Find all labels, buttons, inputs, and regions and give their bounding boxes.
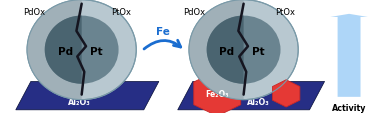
Text: Pd: Pd bbox=[219, 46, 234, 56]
Polygon shape bbox=[273, 80, 300, 107]
Text: Pt: Pt bbox=[253, 46, 265, 56]
Polygon shape bbox=[27, 1, 82, 100]
Text: Al₂O₃: Al₂O₃ bbox=[247, 97, 270, 106]
Ellipse shape bbox=[189, 1, 298, 100]
Text: PtOx: PtOx bbox=[275, 8, 295, 16]
Ellipse shape bbox=[27, 1, 136, 100]
Ellipse shape bbox=[45, 16, 119, 84]
Text: Pt: Pt bbox=[90, 46, 103, 56]
Text: PdOx: PdOx bbox=[184, 8, 206, 16]
Polygon shape bbox=[189, 1, 243, 100]
Polygon shape bbox=[194, 71, 241, 114]
Text: Activity: Activity bbox=[332, 103, 366, 112]
Text: Fe: Fe bbox=[156, 27, 170, 37]
Text: Pd: Pd bbox=[58, 46, 73, 56]
Polygon shape bbox=[45, 16, 82, 84]
Polygon shape bbox=[207, 16, 243, 84]
Text: PtOx: PtOx bbox=[111, 8, 131, 16]
Polygon shape bbox=[16, 82, 159, 110]
Text: PdOx: PdOx bbox=[23, 8, 46, 16]
Text: Fe₂O₃: Fe₂O₃ bbox=[206, 89, 229, 98]
Polygon shape bbox=[178, 82, 325, 110]
Text: Al₂O₃: Al₂O₃ bbox=[68, 97, 91, 106]
Ellipse shape bbox=[207, 16, 280, 84]
